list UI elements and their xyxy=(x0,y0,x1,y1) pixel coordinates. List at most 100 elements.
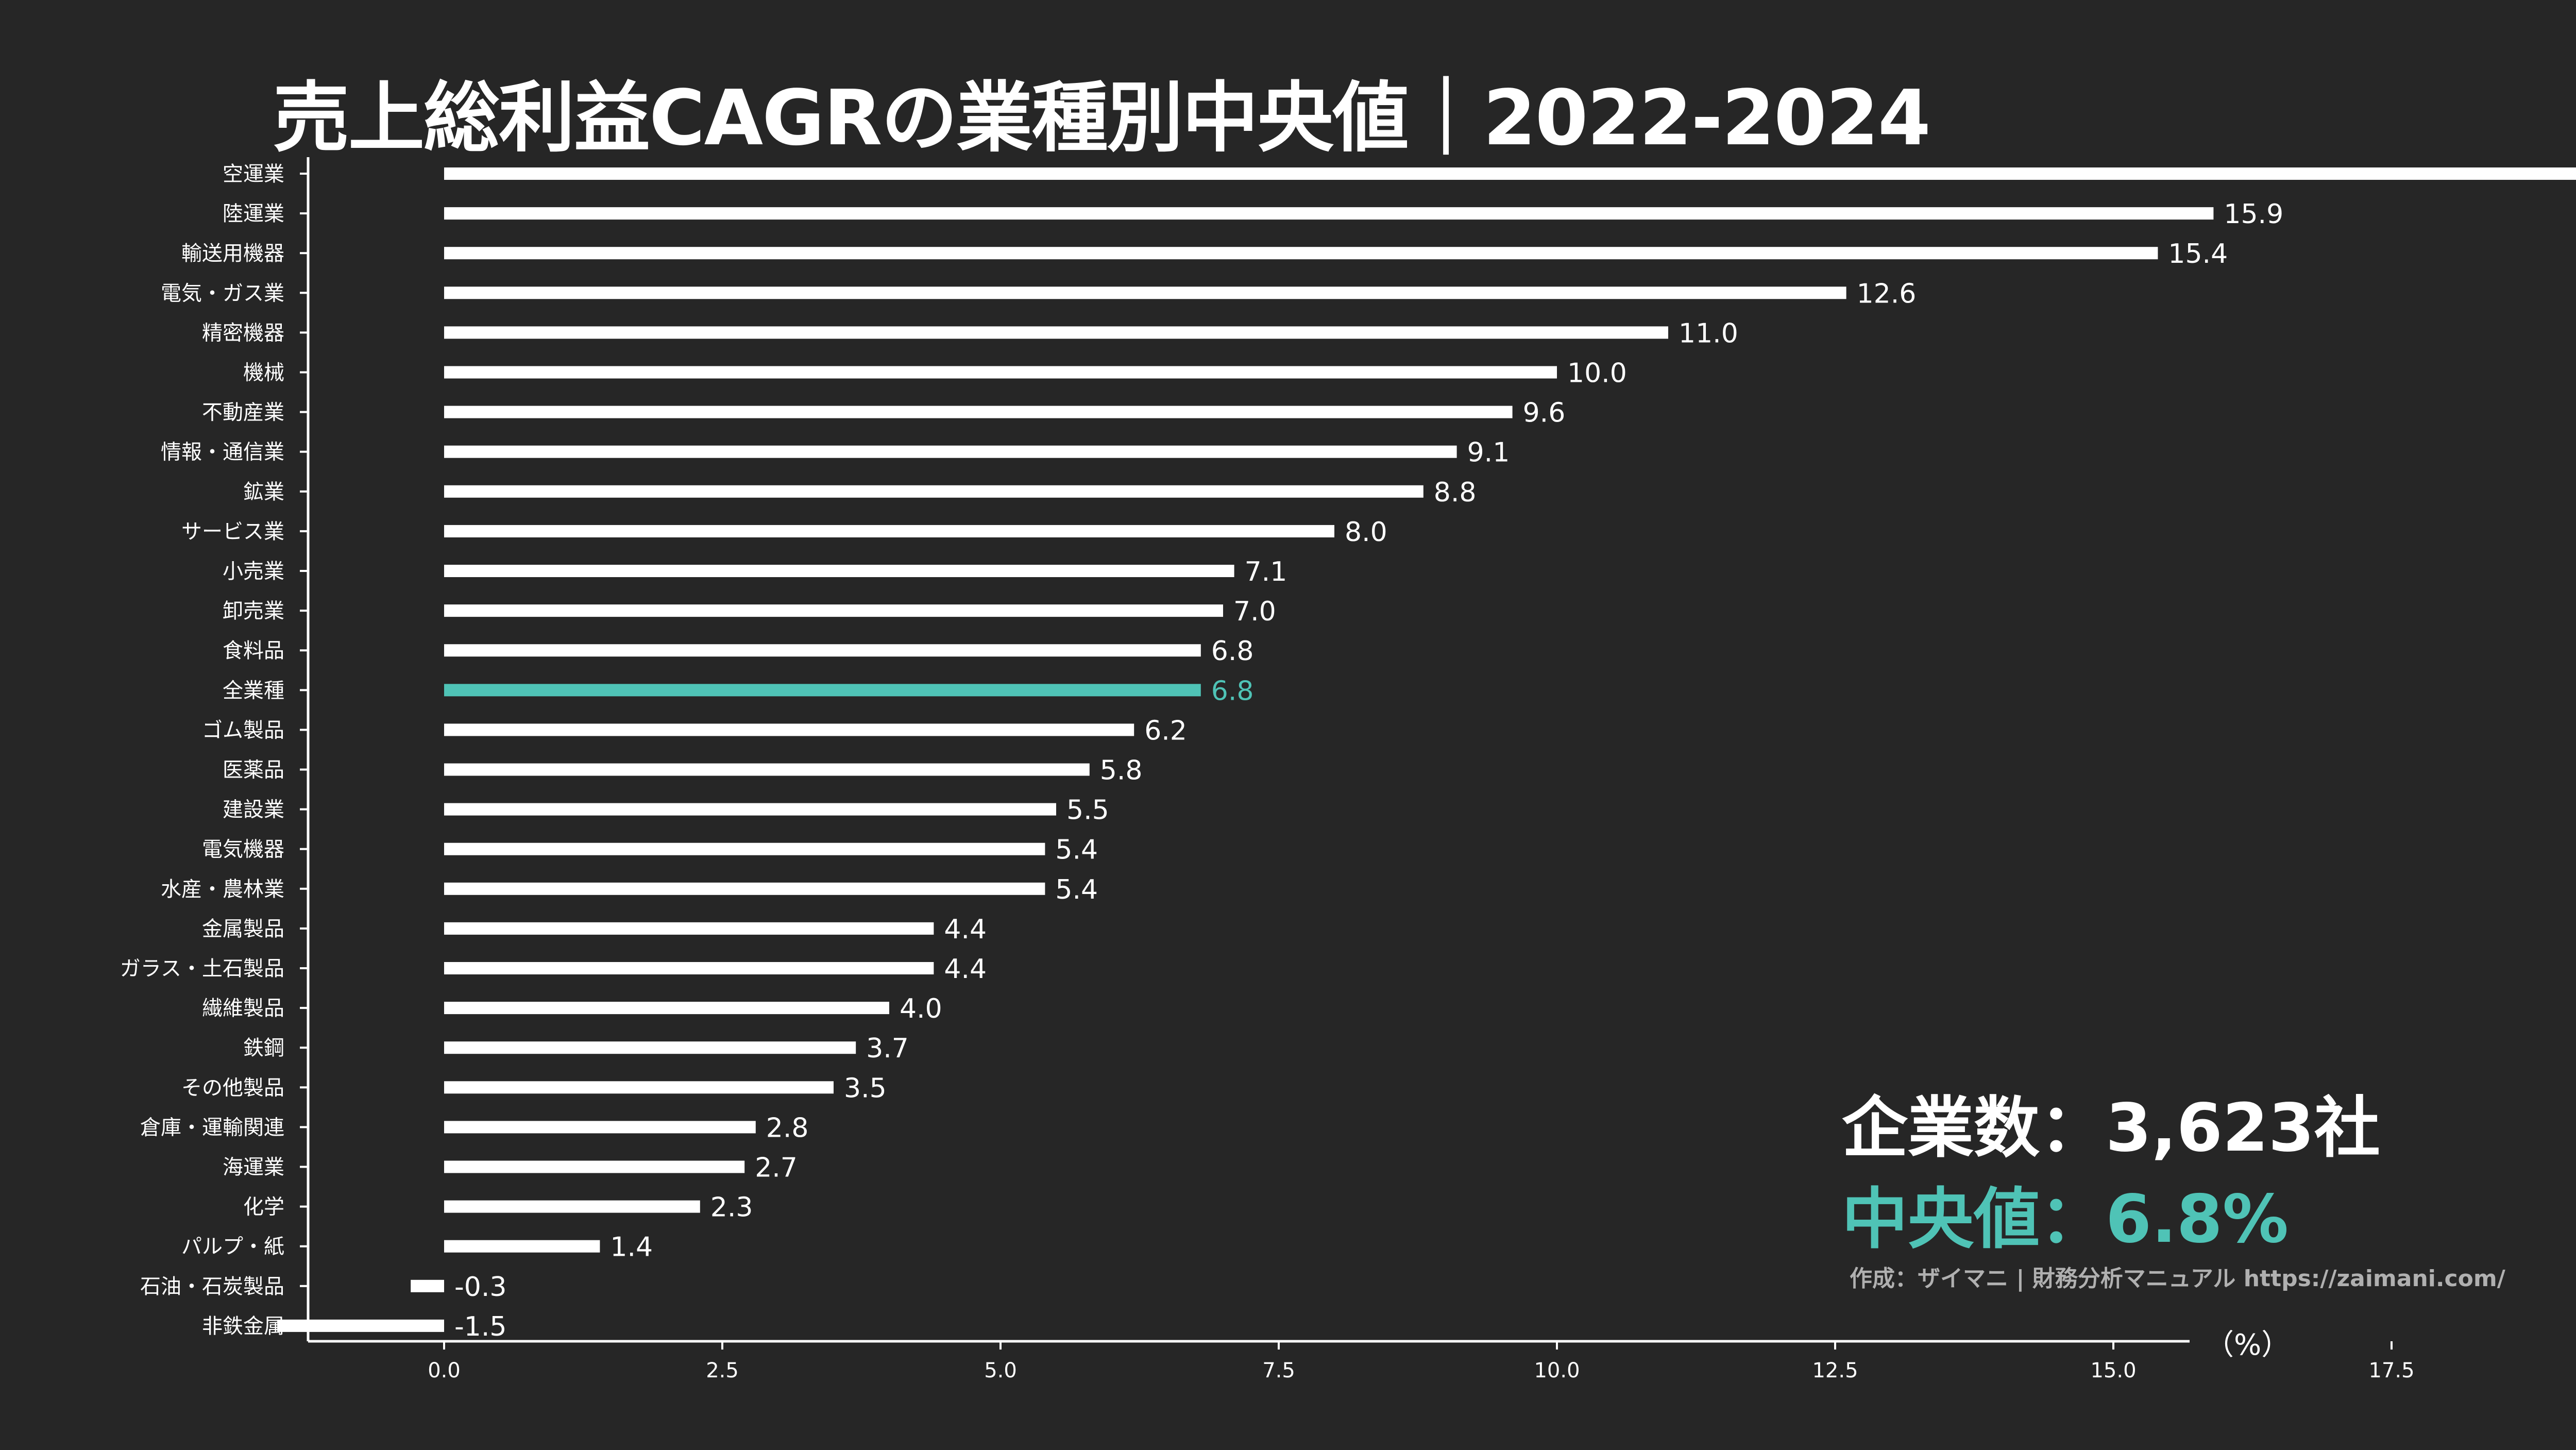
bar xyxy=(444,763,1090,776)
value-label: 11.0 xyxy=(1679,318,1738,349)
value-label: 3.5 xyxy=(844,1073,887,1104)
category-label: 全業種 xyxy=(223,679,284,702)
value-label: 2.3 xyxy=(710,1192,753,1223)
bar xyxy=(444,1160,745,1173)
bar xyxy=(444,1041,856,1054)
credit-text: 作成：ザイマニ | 財務分析マニュアル https://zaimani.com/ xyxy=(1850,1266,2505,1292)
value-label: 2.7 xyxy=(755,1153,798,1184)
bar xyxy=(444,207,2214,220)
value-label: 8.0 xyxy=(1345,517,1387,548)
category-label: サービス業 xyxy=(181,520,284,544)
category-label: ガラス・土石製品 xyxy=(120,957,284,981)
category-label: 繊維製品 xyxy=(202,997,284,1020)
value-label: 4.4 xyxy=(944,914,987,945)
value-label: 15.9 xyxy=(2224,199,2283,230)
bar xyxy=(411,1279,444,1292)
bar xyxy=(444,1081,834,1094)
value-label: 6.2 xyxy=(1144,715,1187,746)
value-label: 4.4 xyxy=(944,954,987,985)
category-label: 医薬品 xyxy=(223,758,284,782)
value-label: 12.6 xyxy=(1857,278,1917,309)
x-tick-label: 17.5 xyxy=(2368,1359,2414,1382)
value-label: 2.8 xyxy=(766,1112,809,1143)
value-label: 1.4 xyxy=(610,1232,653,1263)
value-label: 5.4 xyxy=(1055,835,1098,866)
bar xyxy=(444,644,1201,657)
category-label: 精密機器 xyxy=(202,321,284,345)
category-label: 化学 xyxy=(243,1195,284,1219)
bar xyxy=(444,723,1134,736)
value-label: 9.1 xyxy=(1467,437,1510,468)
bar xyxy=(444,366,1557,379)
category-label: 鉄鋼 xyxy=(243,1036,284,1060)
category-label: 情報・通信業 xyxy=(161,441,284,464)
company-count: 企業数：3,623社 xyxy=(1842,1090,2380,1167)
category-label: 輸送用機器 xyxy=(181,242,284,265)
x-tick-label: 15.0 xyxy=(2090,1359,2136,1382)
bar xyxy=(444,525,1334,537)
category-label: 鉱業 xyxy=(243,480,284,504)
value-label: 15.4 xyxy=(2168,239,2228,269)
chart-title: 売上総利益CAGRの業種別中央値｜2022-2024 xyxy=(273,74,1931,162)
value-label: 8.8 xyxy=(1434,477,1477,508)
x-tick-label: 2.5 xyxy=(706,1359,739,1382)
bar xyxy=(444,565,1234,577)
value-label: 3.7 xyxy=(866,1033,909,1064)
category-label: 食料品 xyxy=(223,639,284,663)
category-label: ゴム製品 xyxy=(202,718,284,742)
chart-axes xyxy=(300,157,2190,1343)
value-label: 5.4 xyxy=(1055,874,1098,905)
value-label: 5.8 xyxy=(1100,755,1143,786)
bar xyxy=(444,485,1423,498)
bar xyxy=(444,1240,600,1253)
category-label: 石油・石炭製品 xyxy=(140,1275,284,1299)
bar xyxy=(444,1002,889,1015)
x-axis-unit: （%） xyxy=(2205,1328,2291,1362)
value-label: 7.0 xyxy=(1233,596,1276,627)
bar xyxy=(444,684,1201,697)
category-labels: 空運業陸運業輸送用機器電気・ガス業精密機器機械不動産業情報・通信業鉱業サービス業… xyxy=(120,162,284,1338)
x-tick-label: 0.0 xyxy=(428,1359,461,1382)
bar xyxy=(444,445,1457,458)
bar xyxy=(444,842,1045,855)
bar xyxy=(444,286,1846,299)
bar xyxy=(444,406,1513,418)
category-label: 小売業 xyxy=(223,560,284,583)
value-labels: 19.615.915.412.611.010.09.69.18.88.07.17… xyxy=(454,199,2283,1342)
x-tick-label: 12.5 xyxy=(1812,1359,1858,1382)
bar xyxy=(444,1121,756,1134)
category-label: 機械 xyxy=(243,361,284,385)
category-label: 建設業 xyxy=(223,798,284,822)
bar xyxy=(444,167,2576,180)
value-label: -0.3 xyxy=(454,1272,506,1303)
bar xyxy=(444,604,1223,617)
bar xyxy=(444,962,934,974)
category-label: 水産・農林業 xyxy=(161,878,284,901)
category-label: 金属製品 xyxy=(202,917,284,941)
bar xyxy=(277,1319,444,1332)
bar xyxy=(444,803,1056,816)
median-value: 中央値：6.8% xyxy=(1842,1181,2289,1258)
category-label: 空運業 xyxy=(223,162,284,186)
value-label: 5.5 xyxy=(1066,795,1109,826)
value-label: 4.0 xyxy=(900,993,942,1024)
bar xyxy=(444,247,2158,260)
x-ticks: 0.0 2.5 5.0 7.5 10.0 12.5 15.0 17.5 xyxy=(428,1341,2415,1382)
category-label: 電気機器 xyxy=(202,838,284,862)
chart-bars xyxy=(277,167,2576,1332)
category-label: 海運業 xyxy=(223,1156,284,1179)
value-label: 7.1 xyxy=(1245,557,1287,587)
category-label: 陸運業 xyxy=(223,202,284,226)
x-tick-label: 10.0 xyxy=(1534,1359,1580,1382)
value-label: 6.8 xyxy=(1211,676,1254,706)
bar xyxy=(444,922,934,935)
category-label: 卸売業 xyxy=(223,599,284,623)
category-label: パルプ・紙 xyxy=(181,1235,284,1259)
category-label: 非鉄金属 xyxy=(202,1314,284,1338)
value-label: 10.0 xyxy=(1567,358,1627,389)
category-label: その他製品 xyxy=(181,1076,284,1100)
value-label: 6.8 xyxy=(1211,636,1254,667)
bar xyxy=(444,1200,700,1213)
category-label: 電気・ガス業 xyxy=(161,281,284,305)
